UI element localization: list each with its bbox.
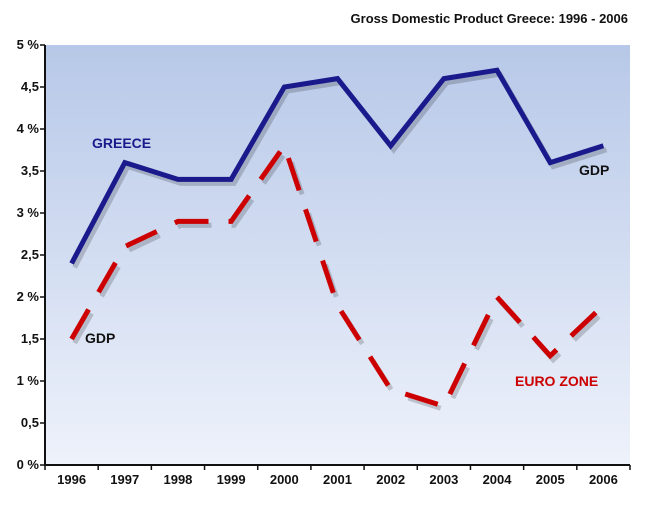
plot-area (45, 45, 630, 465)
chart-title: Gross Domestic Product Greece: 1996 - 20… (351, 11, 628, 26)
axes (40, 44, 631, 470)
y-tick-label: 1 % (17, 373, 40, 388)
series-lines (69, 67, 609, 414)
y-tick-label: 3 % (17, 205, 40, 220)
annotation-gdp-greece: GDP (579, 162, 609, 178)
y-tick-label: 1,5 (21, 331, 39, 346)
x-tick-label: 2006 (589, 472, 618, 487)
x-tick-label: 2003 (429, 472, 458, 487)
annotation-greece: GREECE (92, 135, 151, 151)
y-tick-label: 0 % (17, 457, 40, 472)
y-tick-label: 2,5 (21, 247, 39, 262)
x-tick-label: 1996 (57, 472, 86, 487)
series-line-euro-zone (69, 140, 606, 410)
annotation-gdp-eurozone: GDP (85, 330, 115, 346)
x-tick-label: 1999 (217, 472, 246, 487)
x-tick-label: 1998 (163, 472, 192, 487)
x-tick-label: 2004 (483, 472, 513, 487)
y-tick-label: 2 % (17, 289, 40, 304)
x-tick-label: 2000 (270, 472, 299, 487)
y-tick-label: 4,5 (21, 79, 39, 94)
tick-labels: 0 % 0,5 1 % 1,5 2 % 2,5 3 % 3,5 4 % 4,5 5 % 1996 199… (17, 37, 618, 487)
y-tick-label: 4 % (17, 121, 40, 136)
x-tick-label: 1997 (110, 472, 139, 487)
y-tick-label: 5 % (17, 37, 40, 52)
y-tick-label: 3,5 (21, 163, 39, 178)
y-tick-label: 0,5 (21, 415, 39, 430)
annotation-euro-zone: EURO ZONE (515, 373, 598, 389)
x-tick-label: 2002 (376, 472, 405, 487)
x-tick-label: 2005 (536, 472, 565, 487)
x-tick-label: 2001 (323, 472, 352, 487)
